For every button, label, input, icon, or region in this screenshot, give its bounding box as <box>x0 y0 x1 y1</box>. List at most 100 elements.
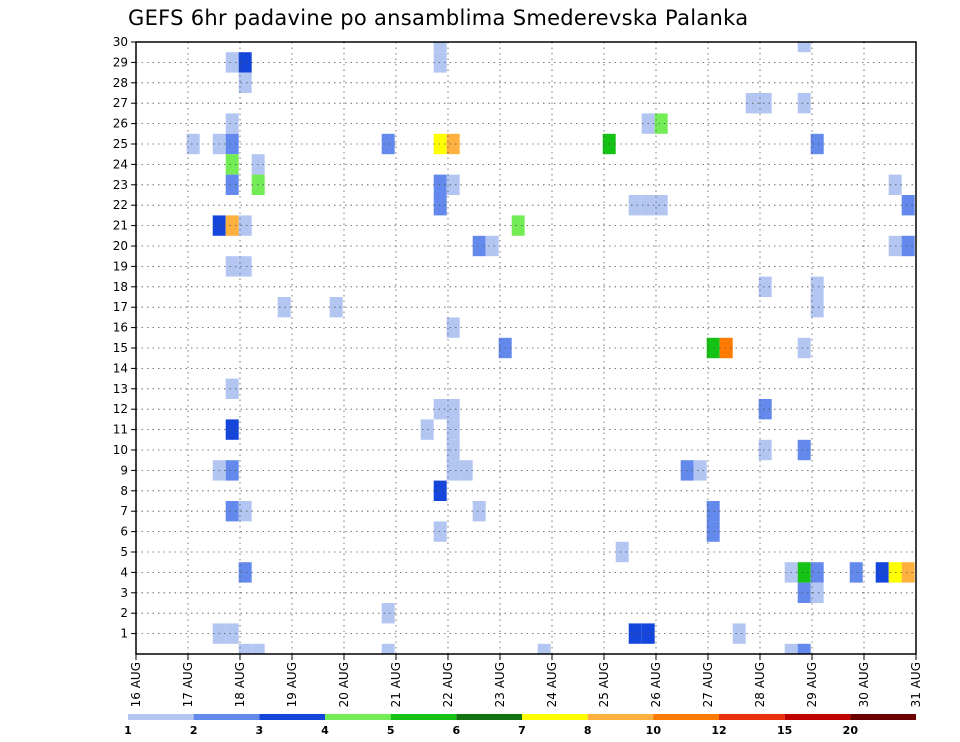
colorbar-segment <box>390 714 457 720</box>
precip-cell <box>433 174 447 195</box>
x-tick-label: 28 AUG <box>753 662 767 707</box>
precip-cell <box>797 439 811 461</box>
precip-cell <box>238 52 252 73</box>
precip-cell <box>446 399 460 420</box>
precip-cell <box>381 603 395 624</box>
precip-cell <box>225 52 239 73</box>
precip-cell <box>238 72 252 93</box>
x-tick-label: 24 AUG <box>545 662 559 707</box>
precip-cell <box>225 460 239 481</box>
x-tick-label: 18 AUG <box>233 662 247 707</box>
precip-cell <box>225 623 239 644</box>
precip-cell <box>810 562 824 583</box>
y-tick-label: 29 <box>113 55 128 69</box>
precip-cell <box>758 399 772 420</box>
y-tick-label: 5 <box>120 545 128 559</box>
colorbar-label: 3 <box>256 724 264 737</box>
precip-cell <box>511 215 525 236</box>
precip-cell <box>433 521 447 542</box>
precip-cell <box>238 501 252 522</box>
precip-cell <box>797 562 811 583</box>
precip-cell <box>615 541 629 563</box>
precip-cell <box>810 276 824 297</box>
y-tick-label: 1 <box>120 627 128 641</box>
y-tick-label: 17 <box>113 300 128 314</box>
colorbar-label: 4 <box>321 724 329 737</box>
colorbar-segment <box>850 714 916 720</box>
y-tick-label: 4 <box>120 565 128 579</box>
y-tick-label: 15 <box>113 341 128 355</box>
y-tick-label: 20 <box>113 239 128 253</box>
colorbar-label: 5 <box>387 724 395 737</box>
y-tick-label: 28 <box>113 76 128 90</box>
y-tick-label: 21 <box>113 219 128 233</box>
precip-cell <box>706 521 720 542</box>
precip-cell <box>277 297 291 318</box>
y-tick-label: 24 <box>113 157 128 171</box>
y-tick-label: 7 <box>120 504 128 518</box>
precip-cell <box>446 317 460 338</box>
y-tick-label: 6 <box>120 525 128 539</box>
precip-cell <box>758 439 772 461</box>
colorbar-segment <box>784 714 851 720</box>
precip-cell <box>719 337 733 359</box>
precip-cell <box>251 643 265 654</box>
y-tick-label: 27 <box>113 96 128 110</box>
colorbar-label: 15 <box>777 724 792 737</box>
precip-cell <box>797 93 811 114</box>
precip-cell <box>654 113 668 134</box>
x-tick-label: 22 AUG <box>441 662 455 707</box>
x-tick-label: 21 AUG <box>389 662 403 707</box>
precip-cell <box>329 297 343 318</box>
precip-cell <box>225 215 239 236</box>
precip-cell <box>797 42 811 53</box>
precip-cell <box>797 337 811 359</box>
y-tick-label: 10 <box>113 443 128 457</box>
precip-cell <box>446 419 460 440</box>
y-tick-label: 16 <box>113 321 128 335</box>
precip-cell <box>901 562 915 583</box>
precip-cell <box>758 93 772 114</box>
precip-cell <box>628 195 642 216</box>
colorbar-segment <box>587 714 654 720</box>
y-tick-label: 11 <box>113 423 128 437</box>
x-axis: 16 AUG 17 AUG 18 AUG 19 AUG 20 AUG 21 AUG 22 A… <box>129 654 923 707</box>
precip-cell <box>797 582 811 603</box>
precip-cell <box>433 480 447 501</box>
y-tick-label: 22 <box>113 198 128 212</box>
y-tick-label: 23 <box>113 178 128 192</box>
colorbar-segment <box>456 714 522 720</box>
precip-cell <box>433 42 447 53</box>
colorbar-segment <box>259 714 325 720</box>
precip-cell <box>238 215 252 236</box>
precip-cell <box>706 337 720 359</box>
precip-cell <box>784 643 798 654</box>
x-tick-label: 26 AUG <box>649 662 663 707</box>
precip-cell <box>238 562 252 583</box>
x-tick-label: 23 AUG <box>493 662 507 707</box>
precip-cell <box>654 195 668 216</box>
precip-cell <box>433 52 447 73</box>
y-tick-label: 12 <box>113 402 128 416</box>
y-tick-label: 18 <box>113 280 128 294</box>
colorbar-segment <box>128 714 194 720</box>
colorbar-legend: 1 2 3 4 5 6 7 8 10 12 15 20 <box>124 714 916 737</box>
y-tick-label: 3 <box>120 586 128 600</box>
y-tick-label: 25 <box>113 137 128 151</box>
precip-cell <box>225 133 239 155</box>
precip-cell <box>225 378 239 399</box>
y-axis: 1234567891011121314151617181920212223242… <box>113 35 136 641</box>
colorbar-label: 12 <box>711 724 726 737</box>
colorbar-label: 20 <box>843 724 859 737</box>
precip-cell <box>901 235 915 257</box>
grid-lines <box>136 41 916 654</box>
y-tick-label: 8 <box>120 484 128 498</box>
heatmap-cells <box>186 42 915 654</box>
x-tick-label: 20 AUG <box>337 662 351 707</box>
precip-cell <box>225 419 239 440</box>
precip-cell <box>238 256 252 277</box>
y-tick-label: 13 <box>113 382 128 396</box>
precip-cell <box>446 174 460 195</box>
precip-cell <box>433 195 447 216</box>
precip-cell <box>186 133 200 155</box>
